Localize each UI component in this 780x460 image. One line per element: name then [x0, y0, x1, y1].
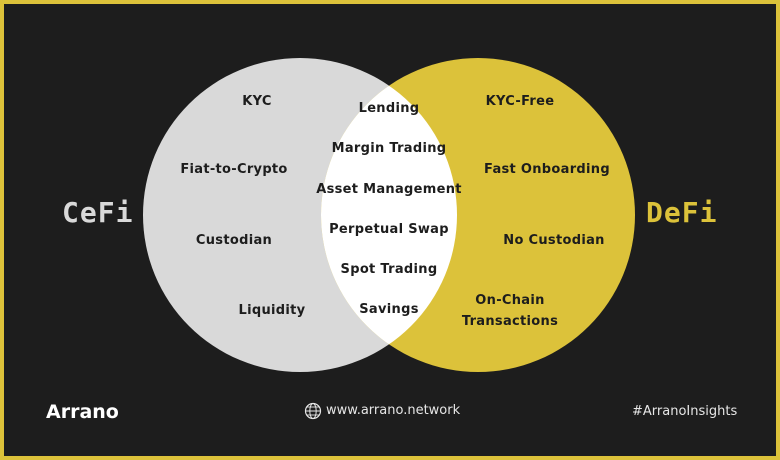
shared-item-asset-management: Asset Management	[316, 182, 462, 197]
cefi-title: CeFi	[62, 196, 134, 229]
shared-item-savings: Savings	[359, 302, 419, 317]
defi-item-transactions: Transactions	[461, 314, 559, 329]
cefi-item-kyc: KYC	[242, 94, 272, 109]
defi-item-fast-onboarding: Fast Onboarding	[484, 162, 610, 177]
cefi-item-custodian: Custodian	[195, 233, 273, 248]
defi-title: DeFi	[646, 196, 718, 229]
cefi-item-liquidity: Liquidity	[238, 303, 306, 318]
shared-item-spot-trading: Spot Trading	[340, 262, 438, 277]
arrano-logo: Arrano	[46, 401, 119, 423]
defi-item-kyc-free: KYC-Free	[485, 94, 555, 109]
shared-item-perpetual-swap: Perpetual Swap	[329, 222, 449, 237]
defi-item-no-custodian: No Custodian	[503, 233, 605, 248]
cefi-item-fiat-to-crypto: Fiat-to-Crypto	[180, 162, 288, 177]
overlap-region	[321, 58, 457, 372]
defi-item-on-chain: On-Chain	[475, 293, 545, 308]
shared-item-margin-trading: Margin Trading	[331, 141, 447, 156]
hashtag: #ArranoInsights	[632, 404, 738, 419]
shared-item-lending: Lending	[358, 101, 420, 116]
website-text: www.arrano.network	[326, 403, 461, 418]
globe-icon	[304, 402, 322, 420]
